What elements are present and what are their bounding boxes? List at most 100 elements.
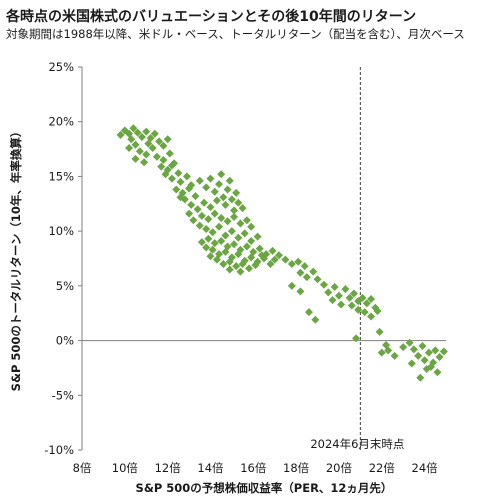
data-point [127,135,136,144]
data-point [414,351,423,360]
data-point [266,259,275,268]
data-point [242,216,251,225]
data-point [242,242,251,251]
data-point [204,234,213,243]
data-point [435,352,444,361]
data-point [227,227,236,236]
data-point [324,288,333,297]
data-point [225,265,234,274]
data-point [341,285,350,294]
data-point [116,130,125,139]
data-point [268,246,277,255]
data-point [236,267,245,276]
data-point [197,211,206,220]
y-tick-label: 15% [48,169,74,183]
data-point [155,137,164,146]
x-tick-label: 8倍 [73,461,92,475]
data-point [240,229,249,238]
data-point [234,233,243,242]
data-point [427,362,436,371]
data-point [217,214,226,223]
data-point [150,129,159,138]
data-point [167,174,176,183]
data-point [373,307,382,316]
data-point [185,184,194,193]
data-point [296,268,305,277]
data-point [230,206,239,215]
data-point [247,236,256,245]
data-point [311,315,320,324]
y-tick-label: 0% [56,334,74,348]
data-point [358,293,367,302]
data-point [191,192,200,201]
data-point [420,356,429,365]
data-point [159,141,168,150]
data-point [167,161,176,170]
y-tick-label: 5% [56,279,74,293]
data-point [236,219,245,228]
data-point [212,255,221,264]
data-point [187,200,196,209]
data-point [223,185,232,194]
data-point [217,236,226,245]
data-point [253,232,262,241]
data-point [347,301,356,310]
y-tick-label: -5% [52,388,74,402]
data-point [345,293,354,302]
data-point [208,245,217,254]
data-point [281,255,290,264]
data-point [296,287,305,296]
data-point [287,281,296,290]
data-point [131,140,140,149]
x-tick-label: 24倍 [412,461,439,475]
data-point [200,198,209,207]
data-point [204,215,213,224]
data-point [399,343,408,352]
data-point [133,128,142,137]
data-point [217,170,226,179]
data-point [159,156,168,165]
data-point [418,342,427,351]
data-point [251,261,260,270]
data-point [206,174,215,183]
chart-title: 各時点の米国株式のバリュエーションとその後10年間のリターン [6,9,417,25]
data-point [302,273,311,282]
data-point [328,296,337,305]
data-point [375,327,384,336]
x-tick-label: 20倍 [326,461,353,475]
data-point [221,231,230,240]
data-point [176,177,185,186]
data-point [238,259,247,268]
data-point [152,152,161,161]
data-point [245,264,254,273]
data-point [227,195,236,204]
data-point [377,348,386,357]
data-point [206,203,215,212]
data-point [255,244,264,253]
data-point [174,169,183,178]
x-tick-label: 22倍 [369,461,396,475]
data-point [221,200,230,209]
x-tick-label: 10倍 [112,461,139,475]
data-point [232,262,241,271]
data-point [304,308,313,317]
data-point [247,253,256,262]
data-point [433,368,442,377]
data-point [206,252,215,261]
y-tick-label: 10% [48,224,74,238]
y-tick-label: -10% [44,443,74,457]
x-tick-label: 14倍 [197,461,224,475]
data-point [337,300,346,309]
data-point [208,228,217,237]
data-point [176,193,185,202]
data-point [157,162,166,171]
reference-line-label: 2024年6月末時点 [310,437,404,451]
data-point [148,143,157,152]
data-point [195,221,204,230]
data-point [405,338,414,347]
data-point [431,346,440,355]
data-point [142,127,151,136]
data-point [287,259,296,268]
data-point [210,209,219,218]
data-point [367,312,376,321]
